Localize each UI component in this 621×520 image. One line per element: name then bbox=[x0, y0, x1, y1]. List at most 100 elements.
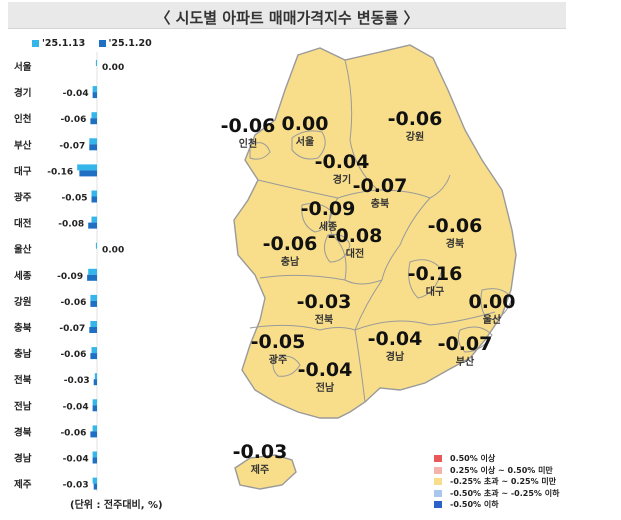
data-label: 0.00 bbox=[102, 246, 124, 256]
category-label: 경기 bbox=[14, 87, 31, 99]
map-region-value: -0.04 bbox=[368, 328, 423, 350]
category-label: 전남 bbox=[14, 400, 32, 412]
map-legend-swatch bbox=[434, 455, 442, 462]
data-label: -0.04 bbox=[63, 402, 89, 412]
bar-curr bbox=[90, 353, 97, 360]
category-label: 부산 bbox=[14, 139, 32, 151]
map-legend-row: 0.50% 이상 bbox=[434, 453, 559, 465]
map-region-name: 세종 bbox=[319, 220, 337, 233]
map-region-name: 전북 bbox=[315, 313, 333, 326]
bar-prev bbox=[91, 347, 97, 354]
map-border-gyeonggi-gangwon bbox=[344, 59, 379, 191]
map-region-value: -0.04 bbox=[298, 359, 353, 381]
map-legend: 0.50% 이상 0.25% 이상 ~ 0.50% 미만 -0.25% 초과 ~… bbox=[434, 453, 559, 511]
map-border-jeonbuk-jeonnam bbox=[249, 324, 356, 331]
map-region-name: 광주 bbox=[269, 354, 287, 366]
chart-legend: '25.1.13 '25.1.20 bbox=[32, 38, 162, 49]
page-title: 〈 시도별 아파트 매매가격지수 변동률 〉 bbox=[155, 9, 419, 27]
map-region-value: -0.06 bbox=[428, 215, 483, 237]
bar-prev bbox=[92, 477, 97, 484]
map-region-name: 충북 bbox=[371, 197, 389, 210]
map-region-value: -0.04 bbox=[315, 151, 370, 173]
data-label: -0.04 bbox=[63, 455, 89, 465]
legend-label-curr: '25.1.20 bbox=[108, 38, 152, 49]
bar-curr bbox=[92, 405, 97, 412]
map-legend-row: -0.50% 이하 bbox=[434, 499, 559, 511]
bar-prev bbox=[90, 294, 97, 301]
map-region-value: -0.06 bbox=[263, 233, 318, 255]
title-bar: 〈 시도별 아파트 매매가격지수 변동률 〉 bbox=[8, 2, 566, 29]
category-label: 경남 bbox=[14, 453, 32, 465]
map-legend-label: -0.50% 초과 ~ -0.25% 이하 bbox=[450, 488, 560, 498]
data-label: -0.06 bbox=[60, 115, 86, 125]
category-label: 인천 bbox=[14, 114, 31, 125]
map-region-name: 울산 bbox=[483, 313, 502, 326]
map-border-north-south bbox=[259, 274, 346, 281]
bar-curr bbox=[89, 327, 97, 333]
bar-prev bbox=[77, 164, 97, 171]
map-region-value: -0.08 bbox=[328, 225, 383, 247]
bar-prev bbox=[88, 268, 97, 275]
map-border-west-east bbox=[354, 279, 383, 403]
map-region-value: -0.09 bbox=[301, 198, 356, 220]
map-region-name: 부산 bbox=[456, 355, 475, 368]
map-border-busan bbox=[457, 326, 493, 353]
map-region-value: -0.05 bbox=[251, 331, 306, 353]
bar-prev bbox=[91, 190, 97, 197]
category-label: 울산 bbox=[14, 244, 32, 256]
map-legend-label: -0.25% 초과 ~ 0.25% 미만 bbox=[450, 477, 557, 486]
map-region-name: 경기 bbox=[333, 173, 351, 186]
bar-prev bbox=[92, 451, 97, 458]
map-region-value: -0.06 bbox=[221, 115, 276, 137]
legend-swatch-prev bbox=[32, 40, 39, 47]
map-border-daejeon bbox=[324, 234, 351, 263]
bar-prev bbox=[89, 138, 97, 145]
data-label: -0.03 bbox=[63, 481, 89, 491]
map-legend-label: -0.50% 이하 bbox=[450, 500, 499, 509]
data-label: -0.09 bbox=[57, 272, 83, 282]
data-label: -0.08 bbox=[58, 220, 84, 230]
map-legend-swatch bbox=[434, 466, 442, 474]
map-region-name: 제주 bbox=[251, 463, 269, 476]
bar-curr bbox=[92, 92, 97, 99]
map-region-value: 0.00 bbox=[282, 113, 329, 135]
data-label: -0.06 bbox=[60, 298, 86, 308]
bar-prev bbox=[94, 373, 97, 380]
bar-curr bbox=[79, 170, 97, 177]
data-label: 0.00 bbox=[102, 63, 124, 73]
map-region-value: -0.16 bbox=[408, 263, 463, 285]
data-label: -0.07 bbox=[59, 324, 85, 334]
data-label: -0.03 bbox=[64, 376, 90, 386]
bar-prev bbox=[95, 60, 97, 66]
map-region-value: 0.00 bbox=[469, 291, 516, 313]
bar-chart: 서울 0.00 경기 -0.04 인천 -0.06 부산 -0.07 대구 -0.16 광주 -0.0… bbox=[14, 52, 124, 492]
map-region-name: 경북 bbox=[446, 237, 464, 250]
map-region-name: 충남 bbox=[281, 255, 300, 268]
map-border-gyeongbuk-gyeongnam bbox=[354, 311, 496, 331]
map-region-name: 강원 bbox=[406, 130, 424, 143]
bar-prev bbox=[91, 112, 97, 119]
data-label: -0.06 bbox=[60, 350, 86, 360]
map-legend-swatch bbox=[434, 478, 442, 485]
legend-item-curr: '25.1.20 bbox=[98, 38, 152, 49]
bar-curr bbox=[93, 483, 97, 490]
category-label: 서울 bbox=[14, 61, 32, 73]
category-label: 대구 bbox=[14, 165, 32, 177]
data-label: -0.16 bbox=[47, 167, 73, 177]
map-legend-row: 0.25% 이상 ~ 0.50% 미만 bbox=[434, 465, 559, 477]
map-border-chungbuk-gyeongbuk bbox=[381, 197, 431, 281]
map-border-seoul bbox=[291, 130, 326, 160]
category-label: 전북 bbox=[14, 374, 32, 386]
map-legend-row: -0.50% 초과 ~ -0.25% 이하 bbox=[434, 488, 559, 500]
category-label: 제주 bbox=[14, 479, 32, 491]
category-label: 대전 bbox=[14, 218, 31, 230]
map-border-daegu bbox=[408, 259, 443, 299]
bar-prev bbox=[92, 399, 97, 406]
data-label: -0.05 bbox=[62, 194, 88, 204]
map-border-chungnam-chungbuk bbox=[329, 197, 383, 285]
map-region-value: -0.06 bbox=[388, 108, 443, 130]
map-region-value: -0.03 bbox=[233, 441, 288, 463]
map-legend-swatch bbox=[434, 501, 442, 508]
map-region-name: 대구 bbox=[426, 285, 444, 298]
